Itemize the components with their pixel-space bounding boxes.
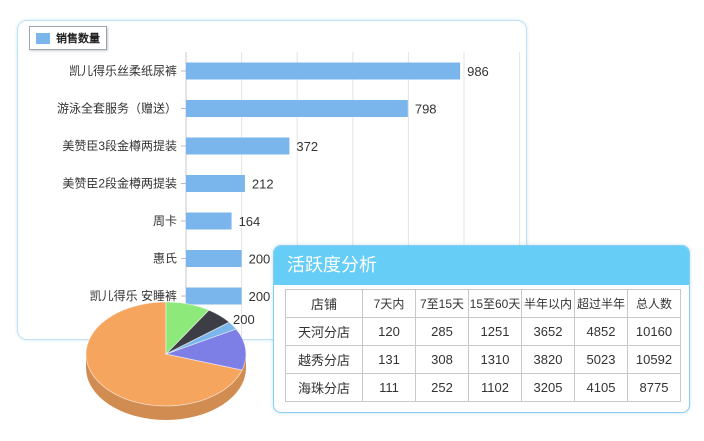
activity-table: 店铺 7天内 7至15天 15至60天 半年以内 超过半年 总人数 天河分店 120 285 125…: [285, 289, 681, 402]
table-header-row: 店铺 7天内 7至15天 15至60天 半年以内 超过半年 总人数: [285, 289, 681, 318]
value-label: 372: [296, 139, 318, 154]
count-cell: 3652: [521, 317, 575, 346]
store-name-cell: 海珠分店: [285, 373, 363, 402]
legend-swatch: [36, 32, 50, 44]
table-row[interactable]: 天河分店 120 285 1251 3652 4852 10160: [285, 317, 681, 346]
activity-panel: 活跃度分析 店铺 7天内 7至15天 15至60天 半年以内 超过半年 总人数 天河分店 120…: [273, 245, 690, 413]
pie-side: [86, 354, 246, 420]
pie-slice[interactable]: [165, 301, 210, 355]
category-label: 惠氏: [153, 252, 177, 266]
legend-label: 销售数量: [56, 33, 100, 45]
pie-chart: 200: [85, 301, 255, 420]
pie-slice[interactable]: [85, 301, 243, 407]
column-header: 总人数: [627, 289, 681, 318]
count-cell: 3820: [521, 345, 575, 374]
column-header: 店铺: [285, 289, 363, 318]
table-row[interactable]: 海珠分店 111 252 1102 3205 4105 8775: [285, 373, 681, 402]
count-cell: 1102: [468, 373, 522, 402]
category-label: 周卡: [153, 214, 177, 228]
count-cell: 10592: [627, 345, 681, 374]
bar[interactable]: [186, 62, 461, 80]
column-header: 15至60天: [468, 289, 522, 318]
value-label: 986: [467, 64, 489, 79]
count-cell: 1310: [468, 345, 522, 374]
count-cell: 8775: [627, 373, 681, 402]
count-cell: 1251: [468, 317, 522, 346]
bar[interactable]: [186, 100, 408, 117]
column-header: 超过半年: [574, 289, 628, 318]
value-label: 200: [249, 252, 271, 267]
count-cell: 252: [415, 373, 469, 402]
bar[interactable]: [186, 212, 232, 230]
count-cell: 131: [362, 345, 416, 374]
bar[interactable]: [186, 137, 290, 155]
category-label: 凯儿得乐 安睡裤: [90, 288, 177, 303]
pie-data-label: 200: [233, 312, 255, 327]
count-cell: 285: [415, 317, 469, 346]
column-header: 半年以内: [521, 289, 575, 318]
value-label: 200: [249, 289, 271, 304]
value-label: 212: [252, 177, 274, 192]
category-label: 美赞臣2段金樽两提装: [62, 176, 177, 191]
count-cell: 4852: [574, 317, 628, 346]
count-cell: 4105: [574, 373, 628, 402]
column-header: 7天内: [362, 289, 416, 318]
activity-title: 活跃度分析: [274, 246, 689, 285]
pie-slice[interactable]: [164, 328, 247, 371]
value-label: 164: [239, 214, 261, 229]
chart-legend[interactable]: 销售数量: [29, 26, 107, 50]
category-label: 凯儿得乐丝柔纸尿裤: [69, 63, 177, 78]
count-cell: 5023: [574, 345, 628, 374]
bar[interactable]: [186, 250, 242, 267]
count-cell: 10160: [627, 317, 681, 346]
value-label: 798: [415, 102, 437, 117]
category-label: 游泳全套服务（赠送）: [57, 101, 177, 116]
count-cell: 111: [362, 373, 416, 402]
count-cell: 120: [362, 317, 416, 346]
count-cell: 3205: [521, 373, 575, 402]
count-cell: 308: [415, 345, 469, 374]
store-name-cell: 天河分店: [285, 317, 363, 346]
category-label: 美赞臣3段金樽两提装: [62, 138, 177, 153]
store-name-cell: 越秀分店: [285, 345, 363, 374]
table-row[interactable]: 越秀分店 131 308 1310 3820 5023 10592: [285, 345, 681, 374]
bar[interactable]: [186, 287, 242, 305]
column-header: 7至15天: [415, 289, 469, 318]
bar[interactable]: [186, 175, 245, 192]
